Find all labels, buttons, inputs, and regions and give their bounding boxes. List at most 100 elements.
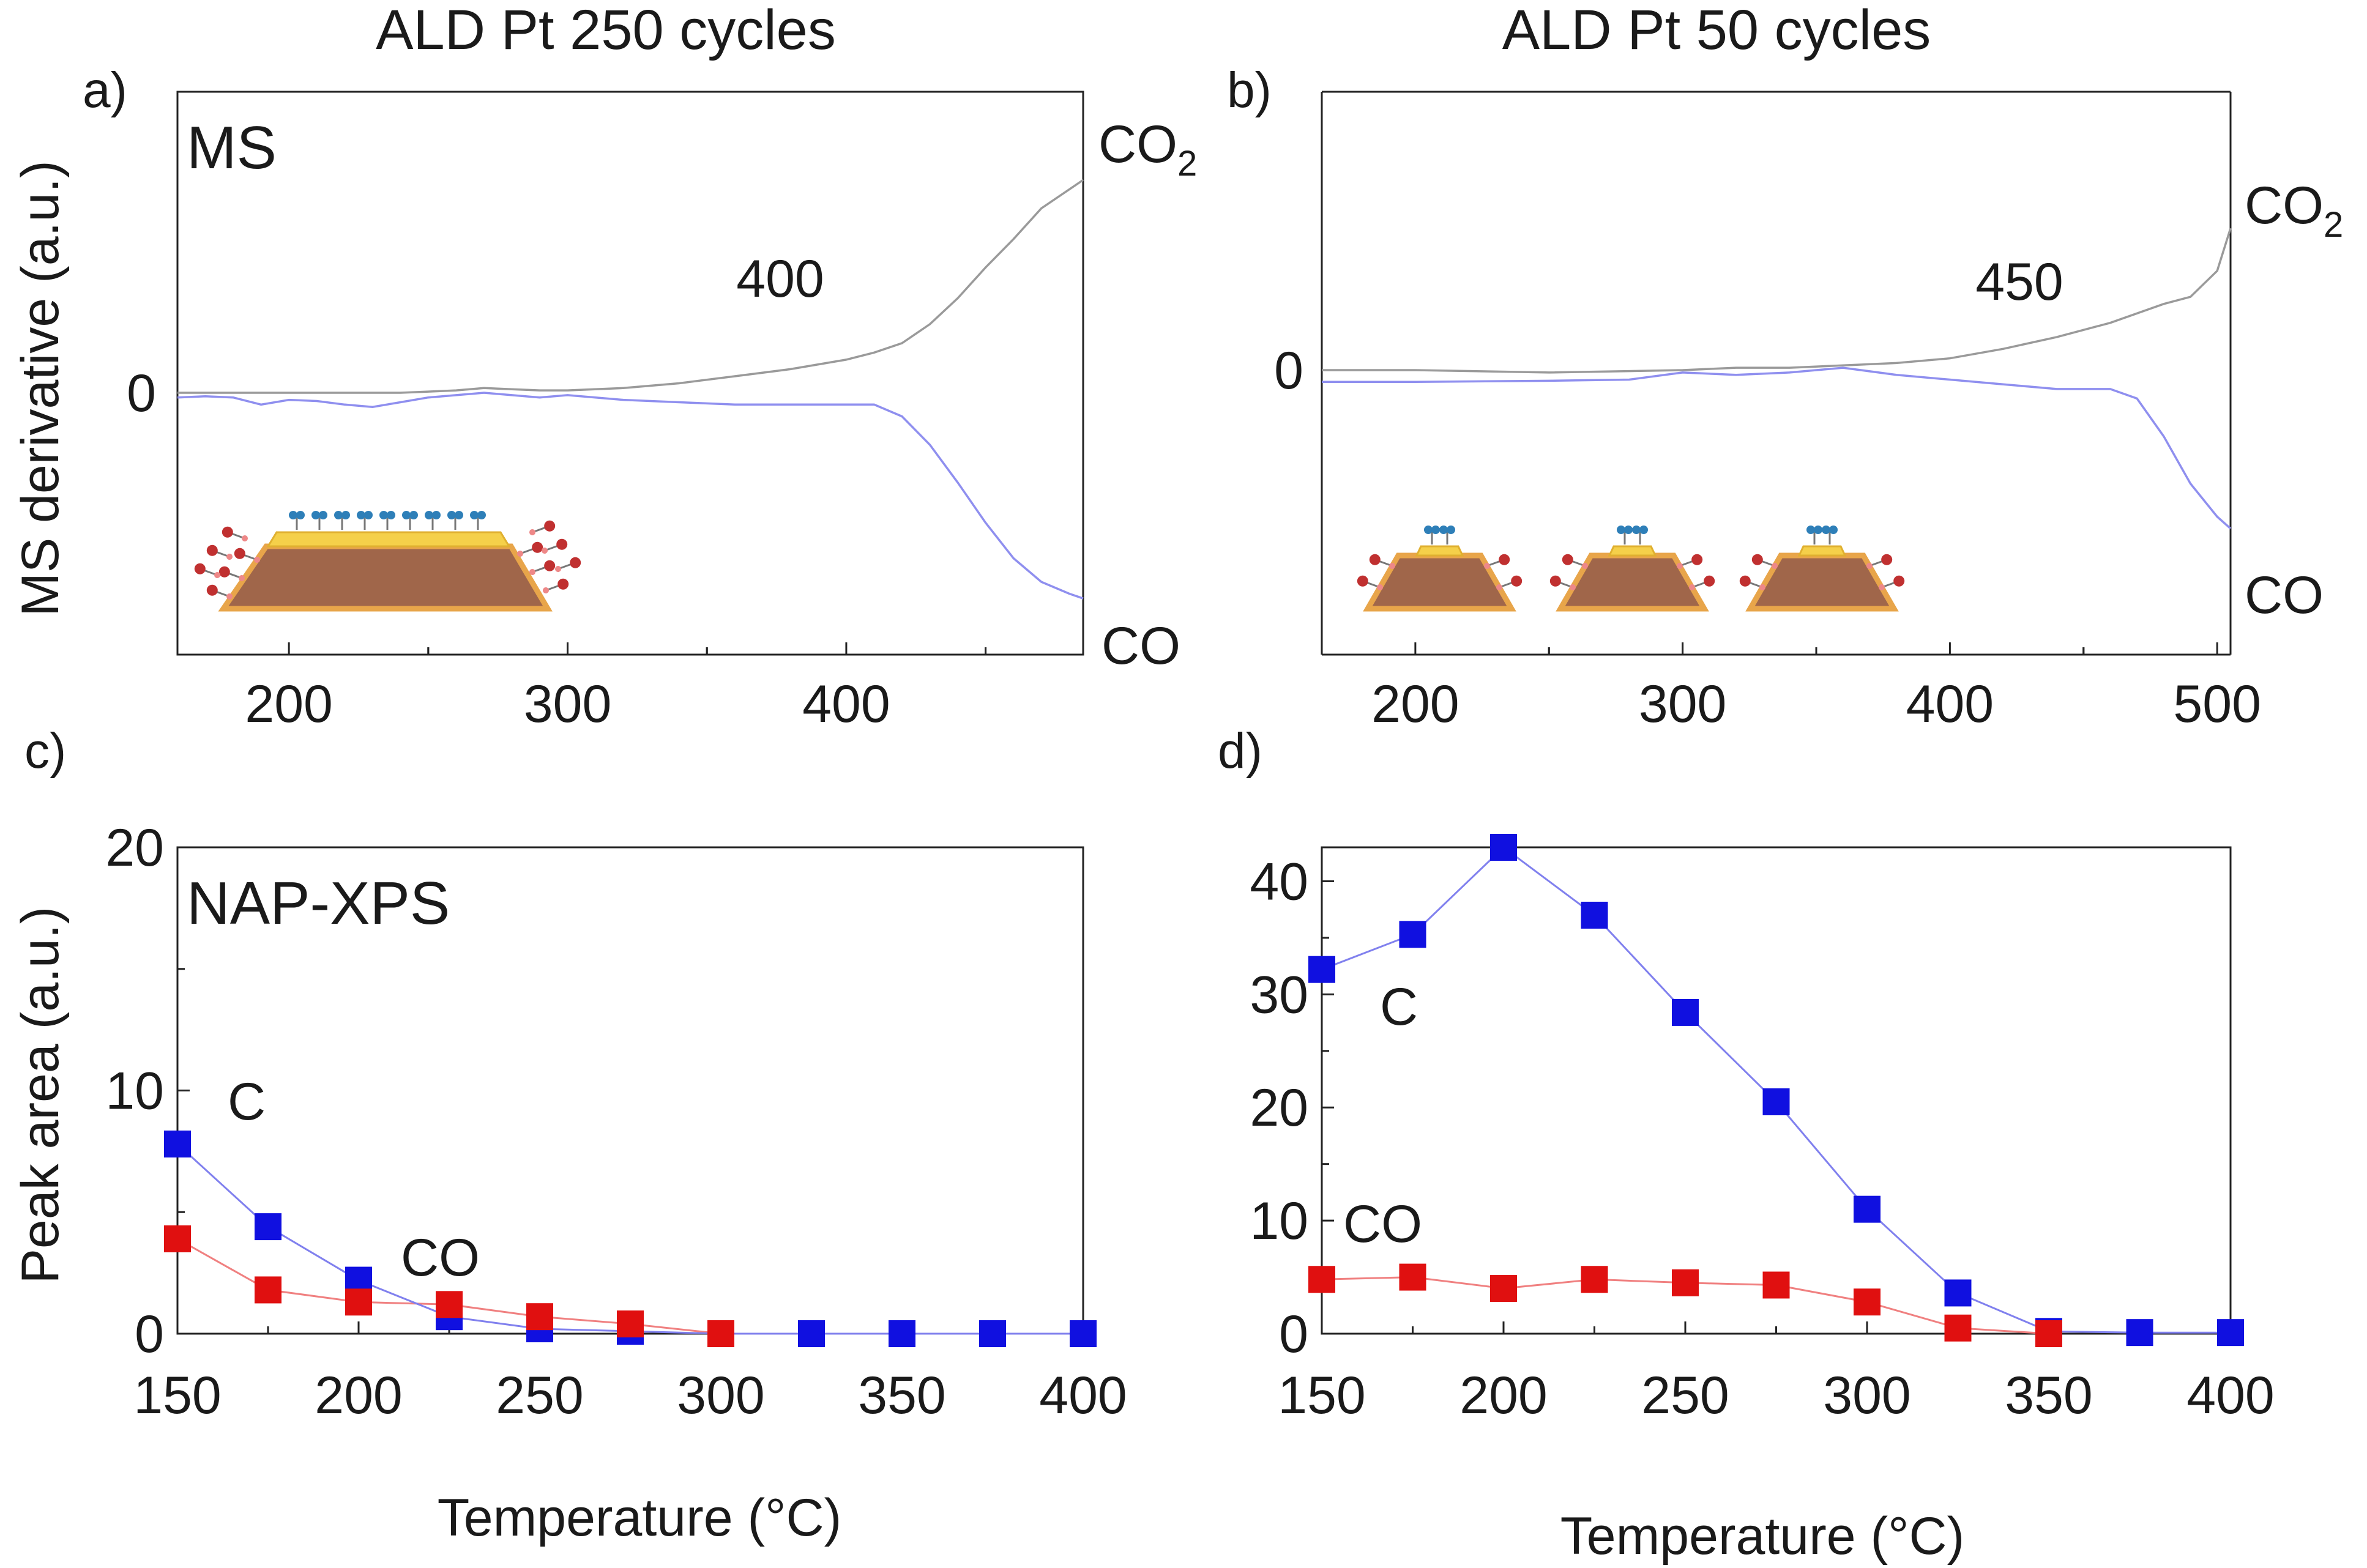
x-tick-label: 400 — [1906, 675, 1994, 734]
x-axis-label-c: Temperature (°C) — [438, 1488, 841, 1547]
x-tick-label: 400 — [1039, 1366, 1127, 1425]
y-tick-label: 40 — [1250, 852, 1308, 911]
co-molecule-icon — [357, 511, 373, 530]
molecule-atom — [1424, 526, 1433, 534]
molecule-atom — [364, 511, 373, 519]
panel-label-b: b) — [1227, 62, 1272, 118]
molecule-atom — [1496, 584, 1502, 590]
co-molecule-icon — [1357, 575, 1383, 590]
carbon-label-c: C — [228, 1072, 266, 1131]
molecule-atom — [222, 526, 233, 538]
co-marker — [1944, 1314, 1972, 1342]
co-line-a — [177, 392, 1084, 600]
carbon-marker — [255, 1213, 281, 1241]
tick-group-b: 200 300 400 500 — [1322, 369, 2261, 734]
co-molecule-icon — [529, 560, 556, 575]
molecule-atom — [517, 551, 523, 557]
carbon-marker — [889, 1320, 915, 1347]
co-molecule-icon — [529, 520, 556, 535]
carbon-marker — [1944, 1279, 1972, 1307]
molecule-atom — [1632, 526, 1641, 534]
x-tick-label: 300 — [1823, 1366, 1911, 1425]
co-marker — [526, 1303, 553, 1331]
co-marker — [1854, 1288, 1881, 1316]
molecule-atom — [1357, 575, 1368, 587]
x-tick-label: 200 — [315, 1366, 403, 1425]
molecule-atom — [402, 511, 411, 519]
molecule-atom — [1704, 575, 1715, 587]
molecule-atom — [447, 511, 456, 519]
pt-island — [1415, 545, 1464, 557]
y-tick-label: 0 — [135, 1305, 164, 1364]
x-tick-label: 350 — [2005, 1366, 2093, 1425]
molecule-atom — [311, 511, 320, 519]
molecule-atom — [1829, 526, 1838, 534]
catalyst-schematic-b — [1357, 526, 1905, 612]
co-marker — [1581, 1266, 1608, 1293]
markers-d — [1308, 834, 2244, 1347]
annotation-400: 400 — [736, 250, 824, 308]
y-tick-label: 10 — [1250, 1192, 1308, 1250]
molecule-atom — [341, 511, 350, 519]
molecule-atom — [1447, 526, 1455, 534]
carbon-marker — [979, 1320, 1006, 1347]
x-tick-label: 200 — [1459, 1366, 1548, 1425]
molecule-atom — [1893, 575, 1905, 587]
molecule-atom — [194, 563, 206, 574]
molecule-atom — [1617, 526, 1625, 534]
x-tick-label: 200 — [1371, 675, 1459, 734]
co-molecule-icon — [1549, 575, 1576, 590]
y-tick-label: 10 — [105, 1062, 164, 1121]
x-tick-label: 250 — [496, 1366, 584, 1425]
co-molecule-icon — [1632, 526, 1648, 544]
co-molecule-icon — [1439, 526, 1455, 544]
x-tick-label: 300 — [1639, 675, 1727, 734]
molecule-atom — [543, 587, 549, 593]
carbon-marker — [1762, 1088, 1790, 1115]
pt-island — [1797, 545, 1847, 557]
molecule-atom — [1677, 563, 1683, 569]
molecule-atom — [387, 511, 395, 519]
molecule-atom — [379, 511, 388, 519]
co-marker — [1308, 1266, 1335, 1293]
co-molecule-icon — [1617, 526, 1633, 544]
y-axis-label-top: MS derivative (a.u.) — [11, 160, 70, 617]
molecule-atom — [357, 511, 365, 519]
x-tick-label: 300 — [524, 675, 612, 734]
molecule-atom — [409, 511, 418, 519]
molecule-atom — [470, 511, 479, 519]
co-marker — [1490, 1275, 1517, 1302]
co-marker — [1399, 1263, 1426, 1291]
molecule-atom — [226, 593, 233, 600]
co-line-b — [1322, 366, 2232, 530]
molecule-atom — [319, 511, 327, 519]
co2-label-a: CO2 — [1098, 115, 1197, 184]
molecule-atom — [1822, 526, 1830, 534]
co-marker — [164, 1225, 191, 1252]
molecule-atom — [334, 511, 343, 519]
molecule-atom — [1879, 584, 1885, 590]
molecule-atom — [1377, 584, 1383, 590]
panel-label-a: a) — [83, 62, 127, 118]
co-molecule-icon — [1484, 554, 1510, 569]
title-b: ALD Pt 50 cycles — [1502, 0, 1931, 61]
molecule-atom — [1484, 563, 1490, 569]
molecule-atom — [1499, 554, 1510, 565]
carbon-marker — [1399, 921, 1426, 948]
ms-chart-b: 200 300 400 500 0 450 CO2 CO — [1274, 91, 2343, 734]
substrate-particle — [1745, 552, 1899, 612]
co-label-a: CO — [1101, 617, 1180, 675]
plot-frame-a — [176, 91, 1084, 656]
tick-group-c: 150 200 250 300 350 400 0 10 20 — [105, 819, 1127, 1425]
co-molecule-icon — [1739, 575, 1765, 590]
molecule-atom — [532, 541, 543, 553]
xps-chart-d: 150 200 250 300 350 400 0 10 20 30 40 C CO Tempera… — [1250, 834, 2275, 1566]
pt-layer-a — [266, 531, 511, 548]
molecule-atom — [555, 566, 561, 572]
molecule-atom — [1369, 554, 1381, 565]
molecule-atom — [455, 511, 463, 519]
co-molecule-icon — [1369, 554, 1395, 569]
co-marker — [255, 1276, 281, 1304]
carbon-marker — [1854, 1195, 1881, 1223]
